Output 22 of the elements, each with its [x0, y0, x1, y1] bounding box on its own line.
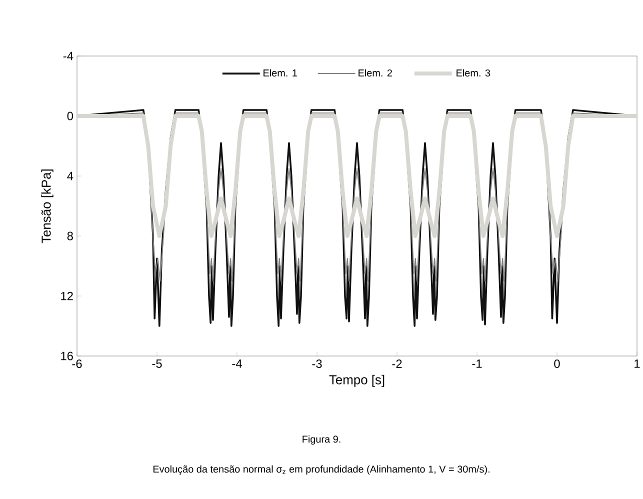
- y-tick-label: 12: [61, 292, 73, 300]
- y-tick-label: 0: [67, 112, 74, 120]
- x-tick-label: -4: [232, 360, 242, 368]
- x-tick-label: 1: [634, 360, 640, 368]
- x-tick-label: 0: [554, 360, 560, 368]
- x-tick-label: -1: [472, 360, 482, 368]
- legend-label: Elem. 2: [358, 69, 392, 77]
- text: Figura 9.: [302, 435, 340, 445]
- legend-label: Elem. 3: [456, 69, 490, 77]
- y-axis-title: Tensão [kPa]: [41, 170, 54, 244]
- y-tick-label: 4: [67, 172, 74, 180]
- x-tick-label: -3: [312, 360, 322, 368]
- x-tick-label: -5: [152, 360, 162, 368]
- x-axis-title: Tempo [s]: [329, 374, 384, 387]
- y-tick-label: 16: [61, 352, 73, 360]
- text: Evolução da tensão normal σ$_{z}$ em profundidade (Alinhamento 1, V = 30m/s).: [153, 465, 490, 475]
- y-tick-label: 8: [67, 232, 73, 240]
- y-tick-label: -4: [63, 52, 74, 60]
- legend-label: Elem. 1: [264, 69, 297, 77]
- x-tick-label: -6: [72, 360, 82, 368]
- line-series: [77, 114, 638, 238]
- x-tick-label: -2: [392, 360, 402, 368]
